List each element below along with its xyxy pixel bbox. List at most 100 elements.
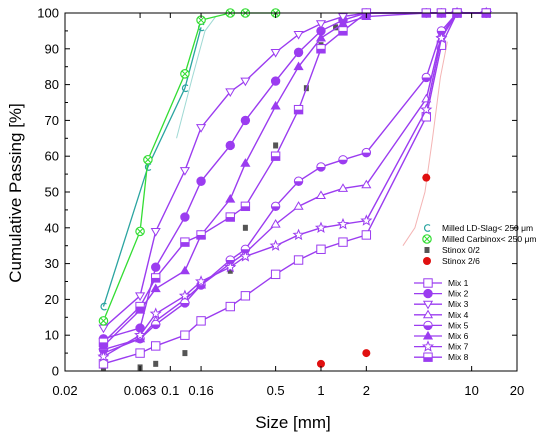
x-axis-title: Size [mm]: [255, 413, 331, 432]
data-point: [153, 360, 159, 367]
data-point: [315, 32, 327, 42]
data-point: [240, 77, 251, 87]
data-point: [135, 292, 146, 302]
data-point: [360, 214, 373, 226]
data-point: [361, 147, 372, 158]
data-point: [315, 20, 327, 29]
series-line: [102, 27, 202, 307]
data-point: [293, 31, 304, 40]
y-tick-label: 20: [45, 292, 59, 307]
data-point: [178, 289, 191, 301]
data-point: [314, 221, 328, 233]
data-point: [292, 228, 305, 241]
data-point: [180, 212, 190, 222]
data-point: [225, 212, 235, 222]
data-point: [100, 302, 107, 311]
data-point: [420, 103, 433, 115]
x-tick-label: 10: [464, 383, 478, 398]
data-point: [270, 269, 281, 280]
y-tick-label: 10: [45, 328, 59, 343]
data-point: [180, 298, 190, 308]
data-point: [361, 179, 372, 189]
data-point: [195, 275, 208, 287]
legend-label: Mix 4: [448, 310, 469, 320]
data-point: [224, 260, 237, 273]
data-point: [293, 47, 304, 58]
legend-item: Stinox 2/6: [423, 256, 480, 266]
data-point: [337, 13, 349, 22]
series-mix-1: [98, 8, 491, 369]
legend-label: Mix 5: [448, 320, 469, 330]
data-point: [151, 273, 161, 283]
data-point: [422, 173, 431, 182]
x-tick-label: 0.1: [161, 383, 179, 398]
data-point: [270, 151, 281, 161]
series-line: [103, 12, 487, 351]
data-point: [98, 359, 109, 369]
series-layer: [97, 6, 493, 371]
data-point: [195, 124, 207, 133]
legend-item: Mix 5: [414, 320, 469, 330]
series-line: [103, 12, 487, 358]
legend-label: Milled Carbinox< 250 μm: [442, 234, 536, 244]
legend-label: Stinox 0/2: [442, 245, 480, 255]
data-point: [338, 155, 348, 165]
axis-ticks: 0 10 20 30 40 50 60 70 80 90 100 0.02 0.063 0.1 0.16 0.…: [37, 6, 524, 399]
legend-item: Milled LD-Slag< 250 μm: [423, 223, 533, 233]
data-point: [180, 69, 190, 79]
data-point: [270, 76, 281, 86]
data-point: [179, 265, 190, 275]
data-point: [293, 176, 304, 186]
data-point: [337, 183, 349, 192]
y-tick-label: 90: [45, 41, 59, 56]
y-tick-label: 40: [45, 220, 59, 235]
data-point: [240, 158, 251, 167]
y-tick-label: 80: [45, 77, 59, 92]
legend-marker: [423, 224, 431, 232]
legend-marker: [422, 330, 434, 340]
data-point: [240, 244, 251, 254]
data-point: [180, 237, 190, 247]
data-point: [225, 193, 236, 203]
data-point: [269, 239, 282, 251]
data-point: [333, 24, 339, 31]
data-point: [98, 316, 109, 326]
data-point: [336, 217, 350, 230]
legend-marker: [423, 278, 433, 288]
series-line: [103, 12, 487, 365]
data-point: [242, 224, 248, 231]
data-point: [293, 104, 304, 115]
data-point: [316, 44, 326, 54]
data-point: [421, 72, 431, 83]
data-point: [316, 359, 325, 368]
data-point: [135, 226, 145, 237]
data-point: [273, 142, 279, 149]
data-point: [97, 350, 110, 362]
data-point: [135, 348, 145, 358]
legend-marker: [422, 309, 434, 319]
data-point: [225, 88, 236, 97]
data-point: [196, 316, 206, 326]
data-point: [181, 84, 189, 93]
faint-reference-curve: [402, 41, 448, 246]
legend-item: Mix 6: [414, 330, 469, 341]
data-point: [98, 337, 109, 348]
data-point: [179, 167, 190, 176]
legend-marker: [421, 340, 435, 352]
data-point: [270, 100, 281, 110]
data-point: [240, 291, 251, 301]
data-point: [225, 140, 235, 151]
legend-marker: [424, 247, 430, 253]
data-point: [196, 230, 206, 240]
legend-item: Mix 8: [414, 352, 469, 362]
data-point: [151, 341, 161, 351]
legend-label: Mix 8: [448, 352, 469, 362]
data-point: [225, 301, 235, 312]
legend-label: Mix 6: [448, 331, 469, 341]
data-point: [150, 283, 161, 293]
series-milled-carbinox-250-um: [98, 8, 281, 326]
faint-reference-curves: [176, 16, 448, 246]
data-point: [293, 255, 304, 265]
